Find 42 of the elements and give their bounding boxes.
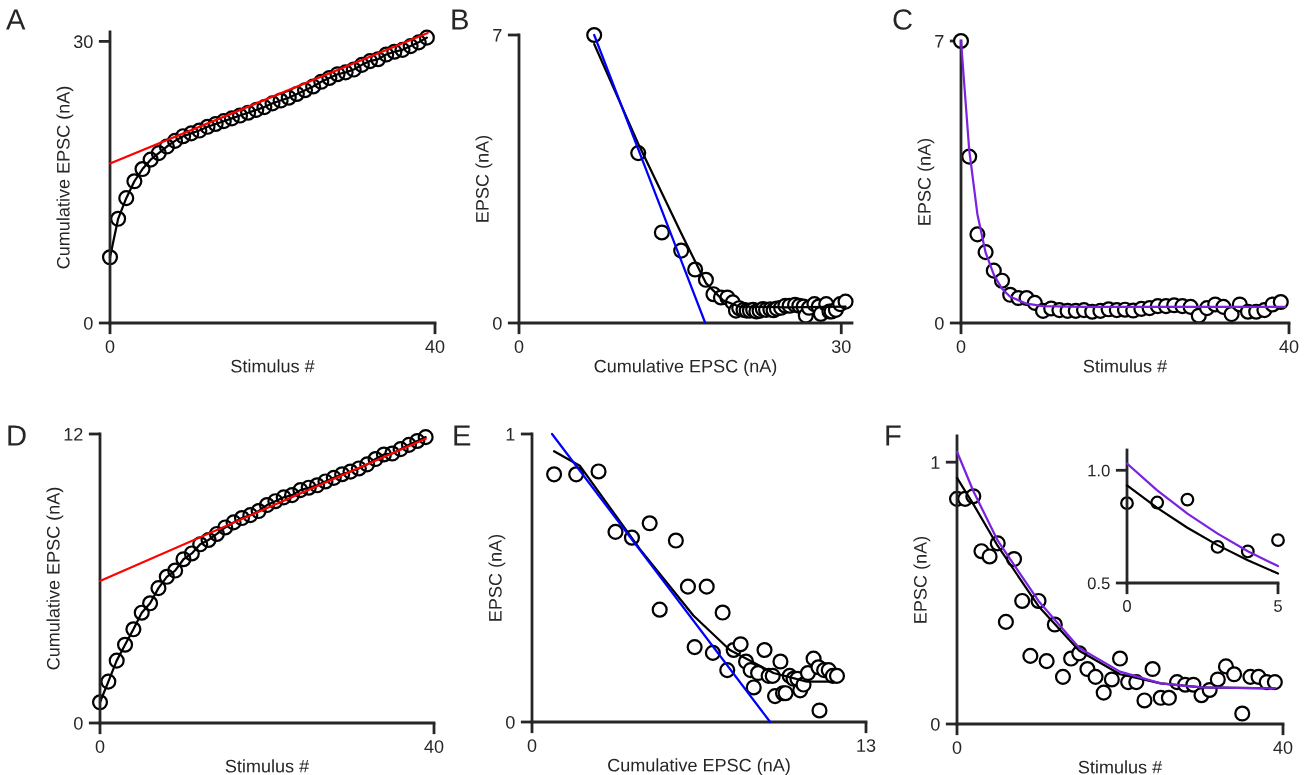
- y-tick-label: 0: [74, 716, 83, 730]
- y-axis-title: Cumulative EPSC (nA): [56, 86, 74, 269]
- x-tick-label: 0: [95, 740, 105, 753]
- y-tick-label: 12: [64, 427, 83, 441]
- x-tick-label: 0: [956, 340, 966, 353]
- chart-title: D: [8, 425, 26, 446]
- x-tick-label: 40: [425, 340, 445, 353]
- x-tick-label: 30: [831, 340, 851, 353]
- x-tick-label: 40: [1279, 340, 1299, 353]
- x-axis-title: Stimulus #: [231, 359, 315, 373]
- x-tick-label: 5: [1274, 600, 1282, 612]
- x-axis-title: Stimulus #: [1083, 359, 1168, 373]
- y-tick-label: 7: [935, 35, 944, 48]
- y-tick-label: 30: [73, 35, 93, 49]
- x-axis-title: Cumulative EPSC (nA): [594, 359, 777, 377]
- x-tick-label: 0: [514, 340, 524, 353]
- y-tick-label: 1: [506, 428, 515, 441]
- x-tick-label: 0: [952, 741, 962, 754]
- y-axis-title: Cumulative EPSC (nA): [46, 487, 64, 670]
- x-axis-title: Stimulus #: [225, 759, 310, 773]
- y-axis-title: EPSC (nA): [913, 536, 931, 623]
- x-tick-label: 13: [857, 739, 876, 752]
- x-axis-title: Stimulus #: [1078, 760, 1163, 774]
- y-tick-label: 1: [931, 456, 940, 469]
- y-axis-title: EPSC (nA): [917, 138, 935, 225]
- y-tick-label: 0.5: [1087, 577, 1110, 590]
- y-tick-label: 0: [931, 717, 940, 731]
- chart-title: C: [893, 9, 912, 30]
- y-tick-label: 7: [493, 29, 502, 42]
- chart-title: A: [6, 9, 26, 30]
- x-tick-label: 0: [527, 739, 537, 752]
- chart-title: E: [454, 425, 471, 446]
- y-axis-title: EPSC (nA): [488, 534, 506, 621]
- chart-title: F: [886, 425, 901, 446]
- y-axis-title: EPSC (nA): [475, 135, 493, 222]
- x-axis-title: Cumulative EPSC (nA): [608, 758, 790, 775]
- y-tick-label: 0: [935, 316, 944, 330]
- x-tick-label: 40: [424, 740, 444, 753]
- y-tick-label: 1.0: [1088, 464, 1110, 477]
- x-tick-label: 0: [105, 340, 115, 353]
- chart-title: B: [452, 9, 468, 30]
- x-tick-label: 40: [1273, 741, 1293, 754]
